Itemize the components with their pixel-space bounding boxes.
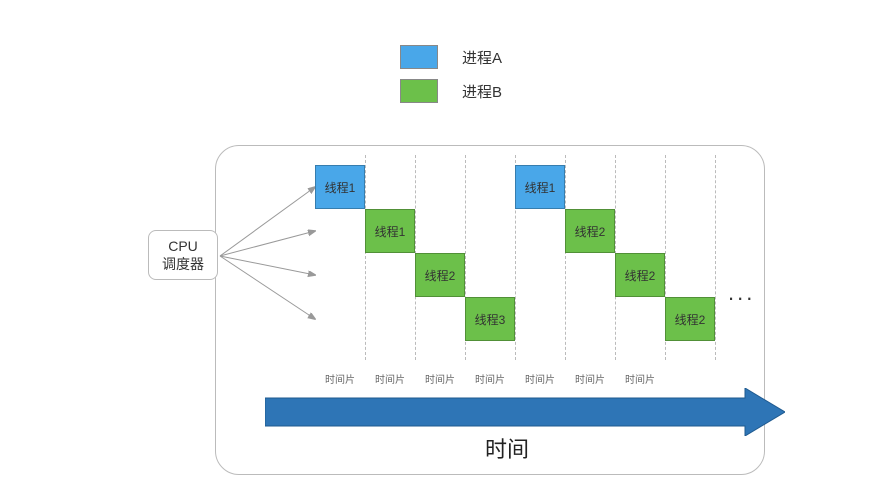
cpu-label-line2: 调度器 bbox=[162, 255, 204, 273]
legend-swatch-a bbox=[400, 45, 438, 69]
timeslice-label: 时间片 bbox=[515, 371, 565, 386]
timeslice-label: 时间片 bbox=[415, 371, 465, 386]
timeslice-label: 时间片 bbox=[615, 371, 665, 386]
diagram-area: 线程1线程1线程2线程3线程1线程2线程2线程2时间片时间片时间片时间片时间片时… bbox=[315, 165, 715, 425]
column-divider bbox=[565, 155, 566, 360]
legend: 进程A 进程B bbox=[400, 45, 502, 113]
thread-cell: 线程3 bbox=[465, 297, 515, 341]
legend-label-a: 进程A bbox=[462, 47, 502, 68]
timeslice-label: 时间片 bbox=[565, 371, 615, 386]
column-divider bbox=[715, 155, 716, 360]
cpu-scheduler-box: CPU 调度器 bbox=[148, 230, 218, 280]
thread-cell: 线程2 bbox=[665, 297, 715, 341]
legend-label-b: 进程B bbox=[462, 81, 502, 102]
thread-cell: 线程1 bbox=[365, 209, 415, 253]
cpu-label-line1: CPU bbox=[168, 237, 198, 255]
legend-row-b: 进程B bbox=[400, 79, 502, 103]
thread-cell: 线程2 bbox=[565, 209, 615, 253]
timeslice-label: 时间片 bbox=[315, 371, 365, 386]
ellipsis: ... bbox=[728, 280, 755, 306]
thread-cell: 线程2 bbox=[615, 253, 665, 297]
timeslice-label: 时间片 bbox=[365, 371, 415, 386]
thread-cell: 线程1 bbox=[515, 165, 565, 209]
legend-swatch-b bbox=[400, 79, 438, 103]
thread-cell: 线程1 bbox=[315, 165, 365, 209]
timeslice-label: 时间片 bbox=[465, 371, 515, 386]
legend-row-a: 进程A bbox=[400, 45, 502, 69]
time-arrow bbox=[265, 388, 785, 436]
thread-cell: 线程2 bbox=[415, 253, 465, 297]
time-label: 时间 bbox=[485, 432, 529, 464]
column-divider bbox=[365, 155, 366, 360]
